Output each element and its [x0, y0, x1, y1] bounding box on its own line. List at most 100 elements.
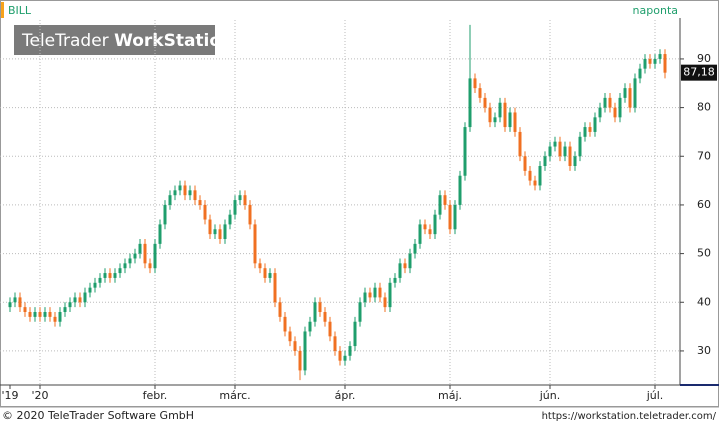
candle-body [623, 88, 627, 98]
candle-body [483, 97, 487, 108]
candle-body [83, 292, 87, 303]
candle-body [68, 302, 72, 308]
candle-body [513, 112, 517, 132]
candle-body [443, 195, 447, 205]
candle-body [388, 282, 392, 308]
last-price-box [681, 64, 717, 81]
candle-body [478, 88, 482, 98]
candle-body [608, 97, 612, 108]
period: naponta [633, 4, 678, 17]
candle-body [178, 185, 182, 191]
x-tick-label: '19 [1, 389, 18, 402]
candle-body [13, 297, 17, 303]
candle-body [258, 263, 262, 269]
candle-body [333, 336, 337, 351]
candle-body [283, 316, 287, 332]
candle-body [268, 273, 272, 278]
y-tick-label: 30 [697, 344, 711, 357]
candle-body [328, 321, 332, 337]
candle-body [288, 331, 292, 342]
candle-body [53, 316, 57, 322]
candle-body [518, 131, 522, 157]
x-tick-label: '20 [31, 389, 48, 402]
candle-body [18, 297, 22, 308]
candle-body [343, 355, 347, 361]
frame [0, 0, 719, 407]
candle-body [433, 214, 437, 235]
candle-body [368, 292, 372, 298]
symbol-marker [1, 2, 4, 18]
candle-body [218, 229, 222, 239]
y-tick-label: 90 [697, 52, 711, 65]
last-price: 87,18 [683, 66, 715, 79]
candle-body [498, 102, 502, 118]
candle-body [33, 312, 37, 317]
candle-body [23, 307, 27, 312]
candle-body [183, 185, 187, 196]
footer-right: https://workstation.teletrader.com/ [542, 411, 717, 422]
candle-body [598, 107, 602, 118]
candle-body [78, 297, 82, 303]
candle-body [63, 307, 67, 312]
candle-body [243, 195, 247, 205]
candle-body [113, 273, 117, 278]
y-tick-label: 40 [697, 295, 711, 308]
candle-body [603, 97, 607, 108]
candle-body [448, 204, 452, 230]
y-tick-label: 50 [697, 247, 711, 260]
candle-body [468, 78, 472, 128]
watermark: TeleTrader WorkStation [21, 31, 233, 51]
candle-body [538, 166, 542, 186]
candle-body [198, 200, 202, 205]
candle-body [618, 97, 622, 118]
candle-body [363, 292, 367, 303]
candle-body [263, 268, 267, 278]
candle-body [148, 263, 152, 269]
candle-body [628, 88, 632, 108]
candle-body [533, 180, 537, 186]
candle-body [568, 146, 572, 166]
candle-body [643, 58, 647, 69]
x-tick-label: júl. [646, 389, 664, 402]
candle-body [208, 219, 212, 235]
candle-body [488, 107, 492, 123]
candle-body [48, 312, 52, 317]
candle-body [583, 127, 587, 137]
candle-body [108, 273, 112, 278]
candle-body [323, 312, 327, 322]
candle-body [658, 54, 662, 59]
candle-body [553, 141, 557, 147]
candle-body [38, 312, 42, 317]
candle-body [398, 263, 402, 278]
x-tick-label: ápr. [335, 389, 356, 402]
candle-body [298, 350, 302, 371]
candle-body [453, 204, 457, 230]
candle-body [213, 229, 217, 235]
candle-body [168, 195, 172, 205]
candle-body [648, 58, 652, 64]
candle-body [383, 297, 387, 308]
candle-body [508, 112, 512, 128]
candle-body [463, 127, 467, 176]
candle-body [223, 224, 227, 239]
candle-body [378, 287, 382, 298]
candle-body [188, 190, 192, 196]
candle-body [138, 243, 142, 254]
candle-body [273, 273, 277, 303]
candle-body [228, 214, 232, 225]
candle-body [588, 127, 592, 132]
candle-body [293, 341, 297, 351]
candle-body [573, 156, 577, 166]
candle-body [418, 224, 422, 244]
candle-body [28, 312, 32, 317]
candle-body [373, 287, 377, 298]
candle-body [408, 253, 412, 269]
candle-body [393, 277, 397, 283]
candle-body [73, 297, 77, 303]
candle-body [133, 253, 137, 259]
candle-body [173, 190, 177, 196]
candle-body [103, 273, 107, 278]
candle-body [43, 312, 47, 317]
candle-body [303, 331, 307, 371]
candle-body [98, 277, 102, 283]
